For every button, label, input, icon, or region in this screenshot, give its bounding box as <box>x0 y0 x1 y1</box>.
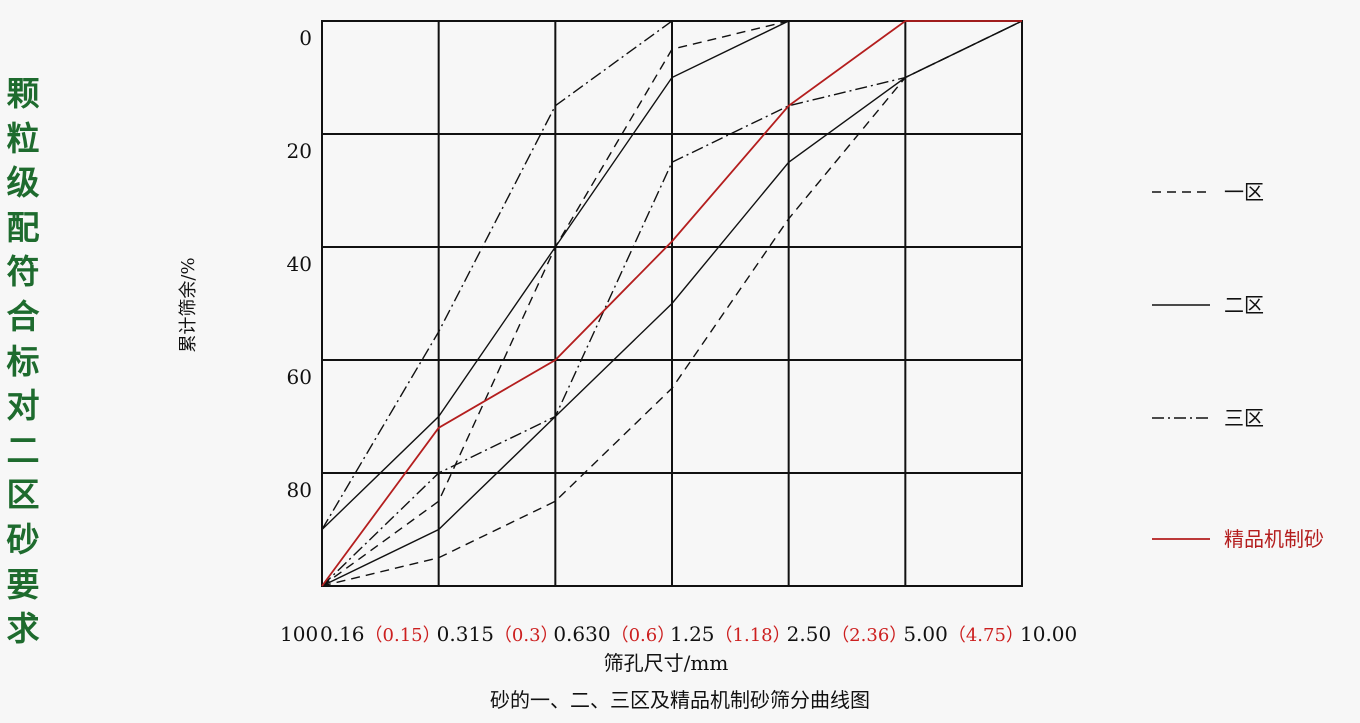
y-tick-label: 80 <box>287 478 312 502</box>
x-tick-label: 0.16（0.15） <box>320 622 441 646</box>
side-title-char: 对 <box>6 386 40 426</box>
x-tick-main: 2.50 <box>787 622 832 646</box>
chart-grid <box>321 20 1023 587</box>
legend-label: 二区 <box>1224 293 1264 317</box>
series-line <box>321 20 1022 587</box>
side-title-char: 级 <box>6 163 40 203</box>
side-title-char: 要 <box>6 564 40 604</box>
x-tick-label: 2.50（2.36） <box>787 622 908 646</box>
x-tick-labels: 0.16（0.15）0.315（0.3）0.630（0.6）1.25（1.18）… <box>320 622 1077 646</box>
x-tick-label: 10.00 <box>1020 622 1077 646</box>
chart-title: 砂的一、二、三区及精品机制砂筛分曲线图 <box>490 688 870 712</box>
y-tick-labels: 0 20 40 60 80 100 <box>280 26 318 646</box>
x-tick-main: 10.00 <box>1020 622 1077 646</box>
side-title-char: 配 <box>6 207 40 247</box>
x-tick-alt: （0.15） <box>365 625 441 646</box>
side-title-char: 二 <box>6 430 40 470</box>
x-axis-label: 筛孔尺寸/mm <box>604 651 729 675</box>
x-tick-alt: （4.75） <box>948 625 1024 646</box>
x-tick-main: 0.16 <box>320 622 365 646</box>
x-tick-main: 1.25 <box>670 622 715 646</box>
x-tick-alt: （2.36） <box>831 625 907 646</box>
x-tick-label: 1.25（1.18） <box>670 622 791 646</box>
side-title-char: 粒 <box>6 118 40 158</box>
x-tick-alt: （1.18） <box>715 625 791 646</box>
side-title-char: 区 <box>6 475 40 515</box>
x-tick-label: 5.00（4.75） <box>903 622 1024 646</box>
y-tick-label: 0 <box>299 26 312 50</box>
x-tick-label: 0.315（0.3） <box>437 622 559 646</box>
legend-label: 三区 <box>1224 406 1264 430</box>
legend-label: 一区 <box>1224 180 1264 204</box>
legend-label: 精品机制砂 <box>1224 527 1324 551</box>
side-title-char: 求 <box>6 609 40 649</box>
y-tick-label: 20 <box>287 139 312 163</box>
side-title-char: 符 <box>6 252 40 292</box>
side-title: 颗粒级配符合标对二区砂要求 <box>0 72 46 652</box>
x-tick-alt: （0.3） <box>494 625 559 646</box>
x-tick-label: 0.630（0.6） <box>553 622 675 646</box>
y-tick-label: 40 <box>287 252 312 276</box>
side-title-char: 颗 <box>6 74 40 113</box>
side-title-char: 砂 <box>6 519 40 559</box>
side-title-char: 合 <box>6 296 40 336</box>
x-tick-main: 0.315 <box>437 622 494 646</box>
y-tick-label: 60 <box>287 365 312 389</box>
x-tick-main: 0.630 <box>553 622 610 646</box>
x-tick-alt: （0.6） <box>611 625 676 646</box>
x-tick-main: 5.00 <box>903 622 948 646</box>
series-line <box>321 20 1023 587</box>
y-axis-label: 累计筛余/% <box>178 257 199 352</box>
side-title-char: 标 <box>6 341 40 381</box>
y-tick-label: 100 <box>280 622 318 646</box>
chart-series <box>321 20 1023 587</box>
